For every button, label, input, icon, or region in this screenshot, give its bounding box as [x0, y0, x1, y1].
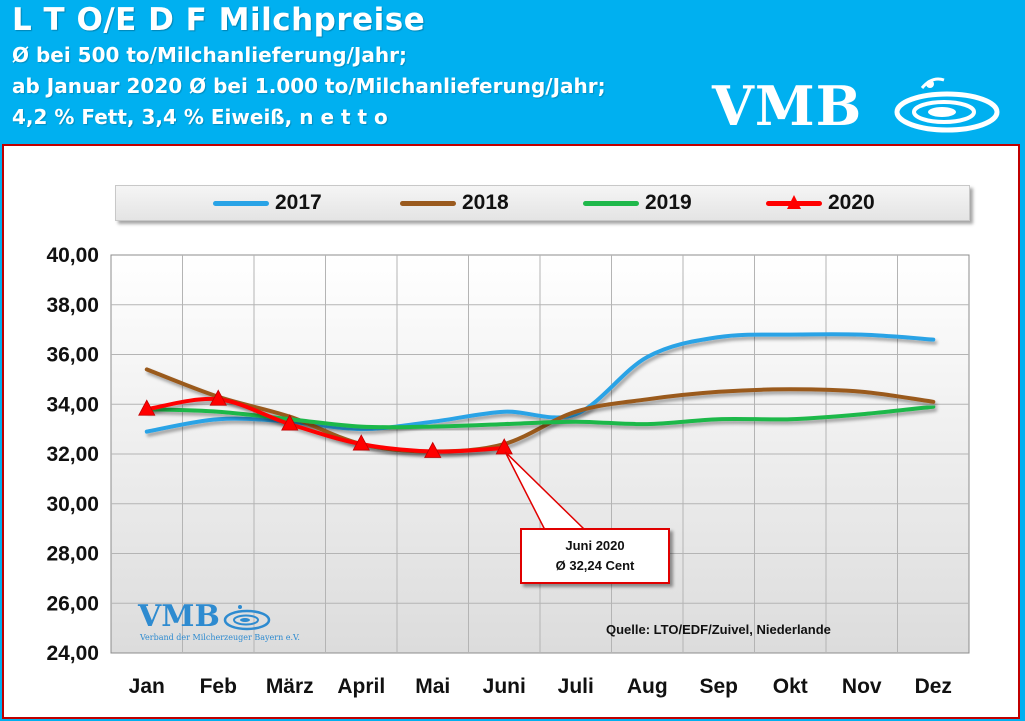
- y-tick-label: 38,00: [46, 294, 99, 317]
- legend-line-2019: [583, 201, 639, 206]
- x-tick-label: Dez: [915, 675, 952, 698]
- x-tick-label: Mai: [415, 675, 450, 698]
- y-tick-label: 34,00: [46, 393, 99, 416]
- annotation-line-2: Ø 32,24 Cent: [555, 558, 635, 573]
- watermark-logo: VMB Verband der Milcherzeuger Bayern e.V…: [138, 599, 300, 648]
- subtitle-line-2: ab Januar 2020 Ø bei 1.000 to/Milchanlie…: [12, 74, 606, 98]
- y-tick-label: 26,00: [46, 592, 99, 615]
- x-tick-label: Aug: [627, 675, 668, 698]
- y-tick-label: 40,00: [46, 244, 99, 267]
- x-tick-label: Juli: [558, 675, 594, 698]
- data-point-2020: [209, 389, 227, 406]
- grid-lines: [111, 255, 969, 653]
- y-tick-label: 36,00: [46, 344, 99, 367]
- x-tick-label: Juni: [483, 675, 526, 698]
- swirl-logo-icon: [894, 77, 1000, 133]
- y-tick-label: 30,00: [46, 493, 99, 516]
- annotation-line-1: Juni 2020: [565, 538, 625, 553]
- annotation-callout: Juni 2020 Ø 32,24 Cent: [520, 528, 670, 584]
- x-tick-label: Feb: [200, 675, 237, 698]
- legend-line-2017: [213, 201, 269, 206]
- legend-line-2018: [400, 201, 456, 206]
- x-tick-label: Nov: [842, 675, 882, 698]
- x-tick-label: Jan: [129, 675, 165, 698]
- y-tick-label: 28,00: [46, 543, 99, 566]
- data-point-2020: [495, 438, 513, 455]
- x-tick-label: März: [266, 675, 314, 698]
- series-markers: [138, 389, 513, 458]
- y-tick-label: 24,00: [46, 642, 99, 665]
- data-point-2020: [352, 434, 370, 451]
- y-axis-ticks: 24,00 26,00 28,00 30,00 32,00 34,00 36,00 38,00…: [46, 244, 99, 665]
- legend-label-2018: 2018: [462, 191, 509, 214]
- data-point-2020: [138, 399, 156, 416]
- y-tick-label: 32,00: [46, 443, 99, 466]
- watermark-swirl-icon: [223, 605, 271, 631]
- series-line-2019: [144, 404, 936, 430]
- subtitle-line-3: 4,2 % Fett, 3,4 % Eiweiß, n e t t o: [12, 105, 388, 129]
- series-line-2018: [144, 367, 936, 454]
- x-tick-label: Sep: [699, 675, 738, 698]
- watermark-logo-text: VMB: [138, 599, 220, 634]
- watermark-logo-subtext: Verband der Milcherzeuger Bayern e.V.: [140, 633, 300, 642]
- series-line-2020: [144, 396, 507, 454]
- subtitle-line-1: Ø bei 500 to/Milchanlieferung/Jahr;: [12, 43, 407, 67]
- legend: 2017 2018 2019 2020: [115, 185, 970, 221]
- x-tick-label: Okt: [773, 675, 808, 698]
- vmb-logo-text: VMB: [712, 74, 863, 138]
- chart-header: L T O/E D F Milchpreise Ø bei 500 to/Mil…: [0, 0, 1025, 140]
- vmb-logo: VMB: [712, 74, 1002, 138]
- series-lines: [144, 332, 936, 454]
- source-note: Quelle: LTO/EDF/Zuivel, Niederlande: [606, 622, 831, 637]
- legend-label-2020: 2020: [828, 191, 875, 214]
- triangle-marker-icon: [787, 195, 801, 209]
- data-point-2020: [281, 414, 299, 431]
- legend-label-2019: 2019: [645, 191, 692, 214]
- x-tick-label: April: [337, 675, 385, 698]
- data-point-2020: [424, 441, 442, 458]
- x-axis-ticks: Jan Feb März April Mai Juni Juli Aug Sep Okt Nov De…: [129, 675, 952, 698]
- legend-label-2017: 2017: [275, 191, 322, 214]
- chart-title: L T O/E D F Milchpreise: [12, 2, 426, 38]
